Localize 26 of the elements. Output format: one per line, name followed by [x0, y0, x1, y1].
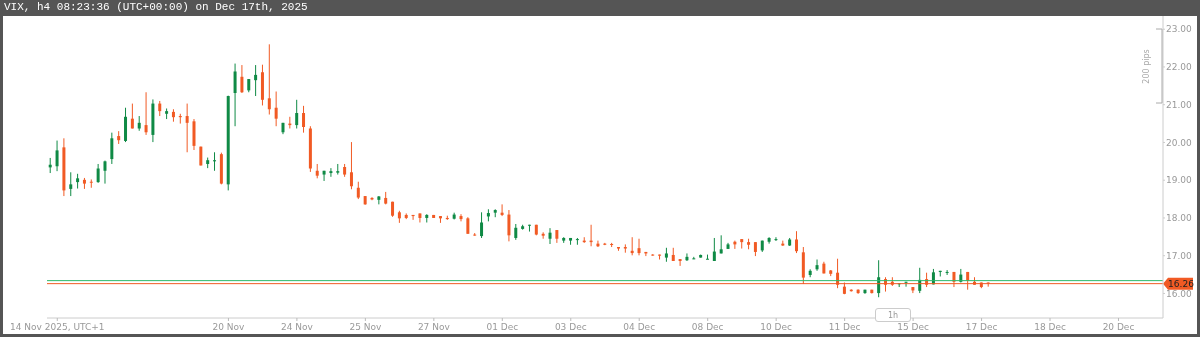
x-tick-label: 01 Dec — [486, 322, 519, 332]
chart-title: VIX, h4 08:23:36 (UTC+00:00) on Dec 17th, 2025 — [4, 1, 308, 15]
annotation: 200 pips — [1141, 48, 1151, 84]
y-tick-label: 21.00 — [1166, 99, 1193, 110]
x-tick-label: 27 Nov — [417, 322, 451, 332]
x-tick-label: 15 Dec — [897, 322, 930, 332]
x-tick-label: 03 Dec — [554, 322, 587, 332]
y-tick-label: 23.00 — [1166, 24, 1193, 35]
y-tick-label: 18.00 — [1166, 213, 1193, 224]
y-tick-label: 16.00 — [1166, 288, 1193, 299]
y-tick-label: 22.00 — [1166, 62, 1193, 73]
x-tick-label: 25 Nov — [349, 322, 382, 332]
x-tick-label: 20 Nov — [212, 322, 246, 332]
y-tick-label: 20.00 — [1166, 137, 1193, 148]
x-tick-label: 24 Nov — [280, 322, 314, 332]
x-tick-label: 14 Nov 2025, UTC+1 — [10, 322, 105, 332]
x-tick-label: 18 Dec — [1034, 322, 1066, 332]
y-tick-label: 19.00 — [1166, 175, 1193, 186]
x-tick-label: 04 Dec — [623, 322, 656, 332]
x-tick-label: 10 Dec — [760, 322, 793, 332]
y-tick-label: 17.00 — [1166, 250, 1193, 261]
x-tick-label: 11 Dec — [828, 322, 861, 332]
x-tick-label: 20 Dec — [1102, 322, 1135, 332]
timeframe-button: 1h — [875, 308, 911, 322]
x-tick-label: 17 Dec — [965, 322, 998, 332]
x-tick-label: 08 Dec — [691, 322, 724, 332]
